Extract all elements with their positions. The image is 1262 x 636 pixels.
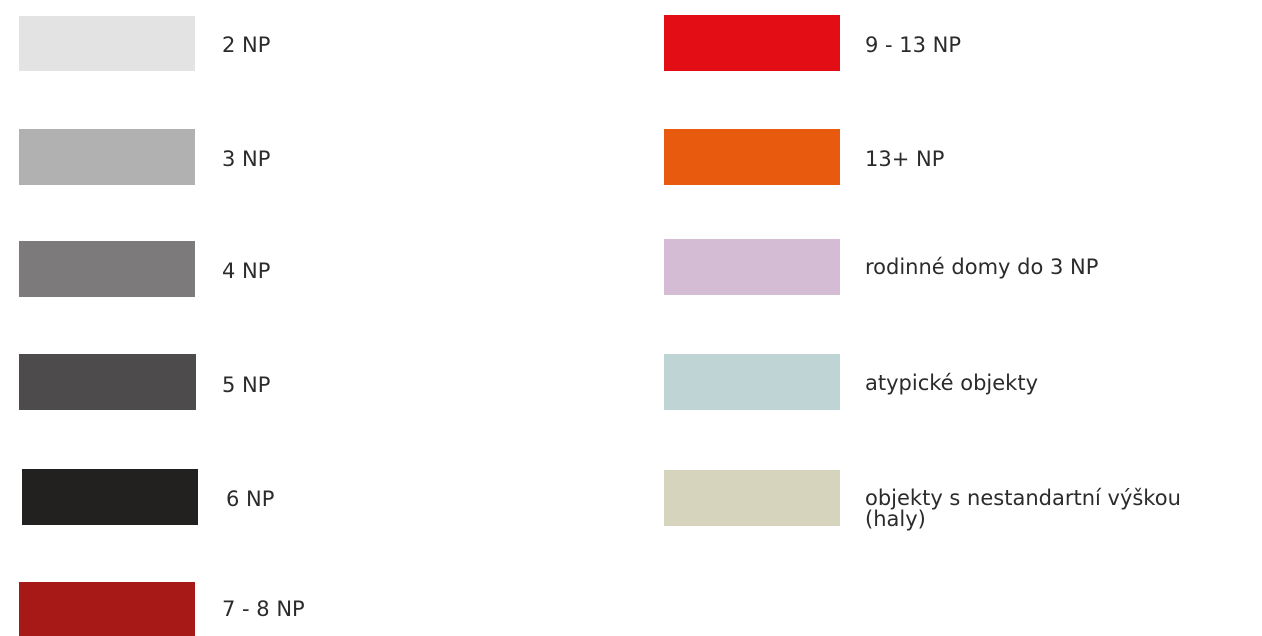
color-swatch [19,582,195,636]
legend-label: 13+ NP [865,147,945,171]
legend-label: 3 NP [222,147,271,171]
legend-label: rodinné domy do 3 NP [865,255,1099,279]
color-swatch [664,470,840,526]
legend-label: 6 NP [226,487,275,511]
color-swatch [19,129,195,185]
legend-label: 2 NP [222,33,271,57]
legend-label: 9 - 13 NP [865,33,962,57]
color-swatch [664,15,840,71]
color-swatch [19,16,195,71]
color-swatch [664,239,840,295]
color-swatch [19,354,196,410]
legend-label-line2: (haly) [865,507,926,531]
color-swatch [664,354,840,410]
color-swatch [664,129,840,185]
legend-label: objekty s nestandartní výškou [865,486,1181,510]
legend-label: 4 NP [222,259,271,283]
color-swatch [19,241,195,297]
color-swatch [22,469,198,525]
legend-label: 7 - 8 NP [222,597,305,621]
legend-label: atypické objekty [865,371,1039,395]
legend-label: 5 NP [222,373,271,397]
